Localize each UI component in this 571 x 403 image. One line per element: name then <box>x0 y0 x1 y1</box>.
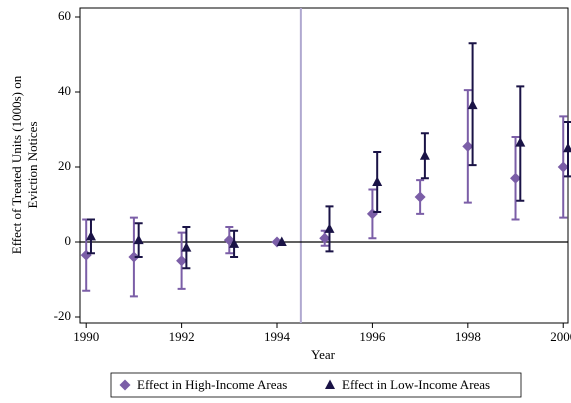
y-tick-label: 20 <box>58 158 71 173</box>
triangle-marker <box>133 234 144 245</box>
triangle-marker <box>229 238 240 248</box>
triangle-marker <box>324 223 335 233</box>
diamond-marker <box>319 232 331 244</box>
x-tick-label: 1996 <box>359 329 386 344</box>
x-tick-label: 1990 <box>73 329 99 344</box>
diamond-marker <box>510 172 522 184</box>
triangle-marker <box>515 137 526 147</box>
y-axis-label: Effect of Treated Units (1000s) on <box>9 75 24 254</box>
triangle-marker <box>563 142 571 153</box>
diamond-marker <box>557 161 569 173</box>
y-tick-label: 0 <box>65 233 72 248</box>
x-tick-label: 1998 <box>455 329 481 344</box>
x-tick-label: 1994 <box>264 329 291 344</box>
y-tick-label: 60 <box>58 8 71 23</box>
x-tick-label: 2000 <box>550 329 571 344</box>
diamond-marker <box>176 255 188 267</box>
x-tick-label: 1992 <box>169 329 195 344</box>
triangle-marker <box>467 99 478 110</box>
legend-label: Effect in High-Income Areas <box>137 377 287 392</box>
legend-marker <box>119 379 131 391</box>
y-tick-label: 40 <box>58 83 71 98</box>
triangle-marker <box>85 230 96 241</box>
legend-box <box>110 372 522 398</box>
x-axis-label: Year <box>311 347 336 362</box>
y-tick-label: -20 <box>54 308 71 323</box>
y-axis-label: Eviction Notices <box>25 121 40 208</box>
diamond-marker <box>128 251 140 263</box>
diamond-marker <box>414 191 426 203</box>
diamond-marker <box>462 140 474 152</box>
triangle-marker <box>372 176 383 186</box>
legend-marker <box>325 379 335 389</box>
plot-frame <box>79 7 569 324</box>
legend-label: Effect in Low-Income Areas <box>342 377 490 392</box>
triangle-marker <box>276 236 287 246</box>
triangle-marker <box>419 150 430 160</box>
triangle-marker <box>181 242 192 252</box>
